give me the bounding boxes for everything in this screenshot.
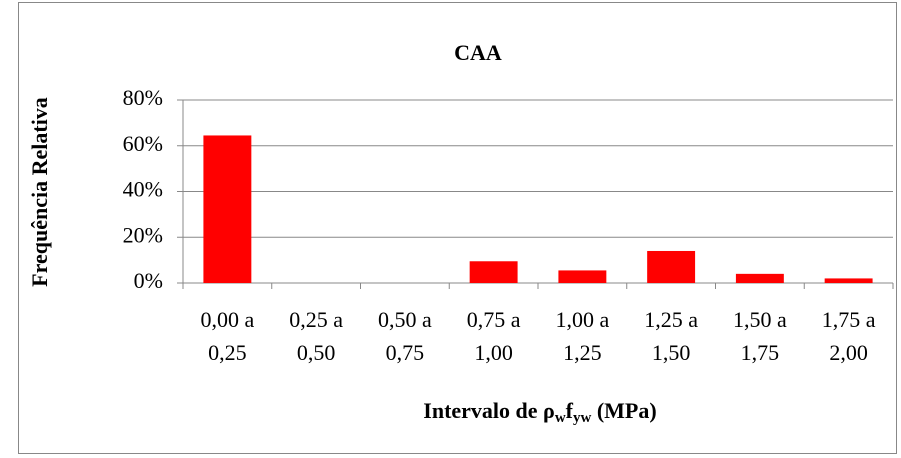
- x-tick-label: 1,50 a: [733, 307, 787, 332]
- x-label-unit: (MPa): [591, 398, 656, 423]
- bar: [647, 250, 696, 283]
- x-axis-label: Intervalo de ρwfyw (MPa): [423, 398, 656, 426]
- x-tick-label: 0,25 a: [289, 307, 343, 332]
- bar: [203, 135, 252, 283]
- x-label-sub: w: [555, 410, 566, 426]
- y-axis-label: Frequência Relativa: [27, 97, 52, 287]
- y-tick-label: 80%: [123, 85, 163, 110]
- x-label-rho: ρ: [543, 398, 555, 423]
- y-tick-label: 20%: [123, 222, 163, 247]
- x-tick-label: 1,25: [563, 340, 602, 365]
- x-tick-label: 0,75: [386, 340, 425, 365]
- bar: [558, 270, 607, 283]
- y-tick-label: 0%: [134, 268, 163, 293]
- x-label-f: f: [566, 398, 574, 423]
- chart-frame: [18, 2, 897, 454]
- x-label-text: Intervalo de: [423, 398, 543, 423]
- y-tick-label: 40%: [123, 177, 163, 202]
- x-tick-label: 0,25: [208, 340, 247, 365]
- x-tick-label: 1,00 a: [555, 307, 609, 332]
- x-tick-label: 0,00 a: [200, 307, 254, 332]
- x-tick-label: 0,50: [297, 340, 336, 365]
- x-tick-label: 0,50 a: [378, 307, 432, 332]
- y-tick-label: 60%: [123, 131, 163, 156]
- x-tick-label: 1,75: [741, 340, 780, 365]
- x-tick-label: 1,00: [474, 340, 513, 365]
- x-tick-label: 2,00: [829, 340, 868, 365]
- x-tick-label: 1,50: [652, 340, 691, 365]
- bar: [469, 261, 518, 283]
- bar: [824, 278, 873, 283]
- x-tick-label: 0,75 a: [467, 307, 521, 332]
- chart-title: CAA: [454, 40, 502, 65]
- x-tick-label: 1,25 a: [644, 307, 698, 332]
- x-label-sub: yw: [573, 410, 592, 426]
- x-tick-label: 1,75 a: [822, 307, 876, 332]
- bar: [735, 273, 784, 283]
